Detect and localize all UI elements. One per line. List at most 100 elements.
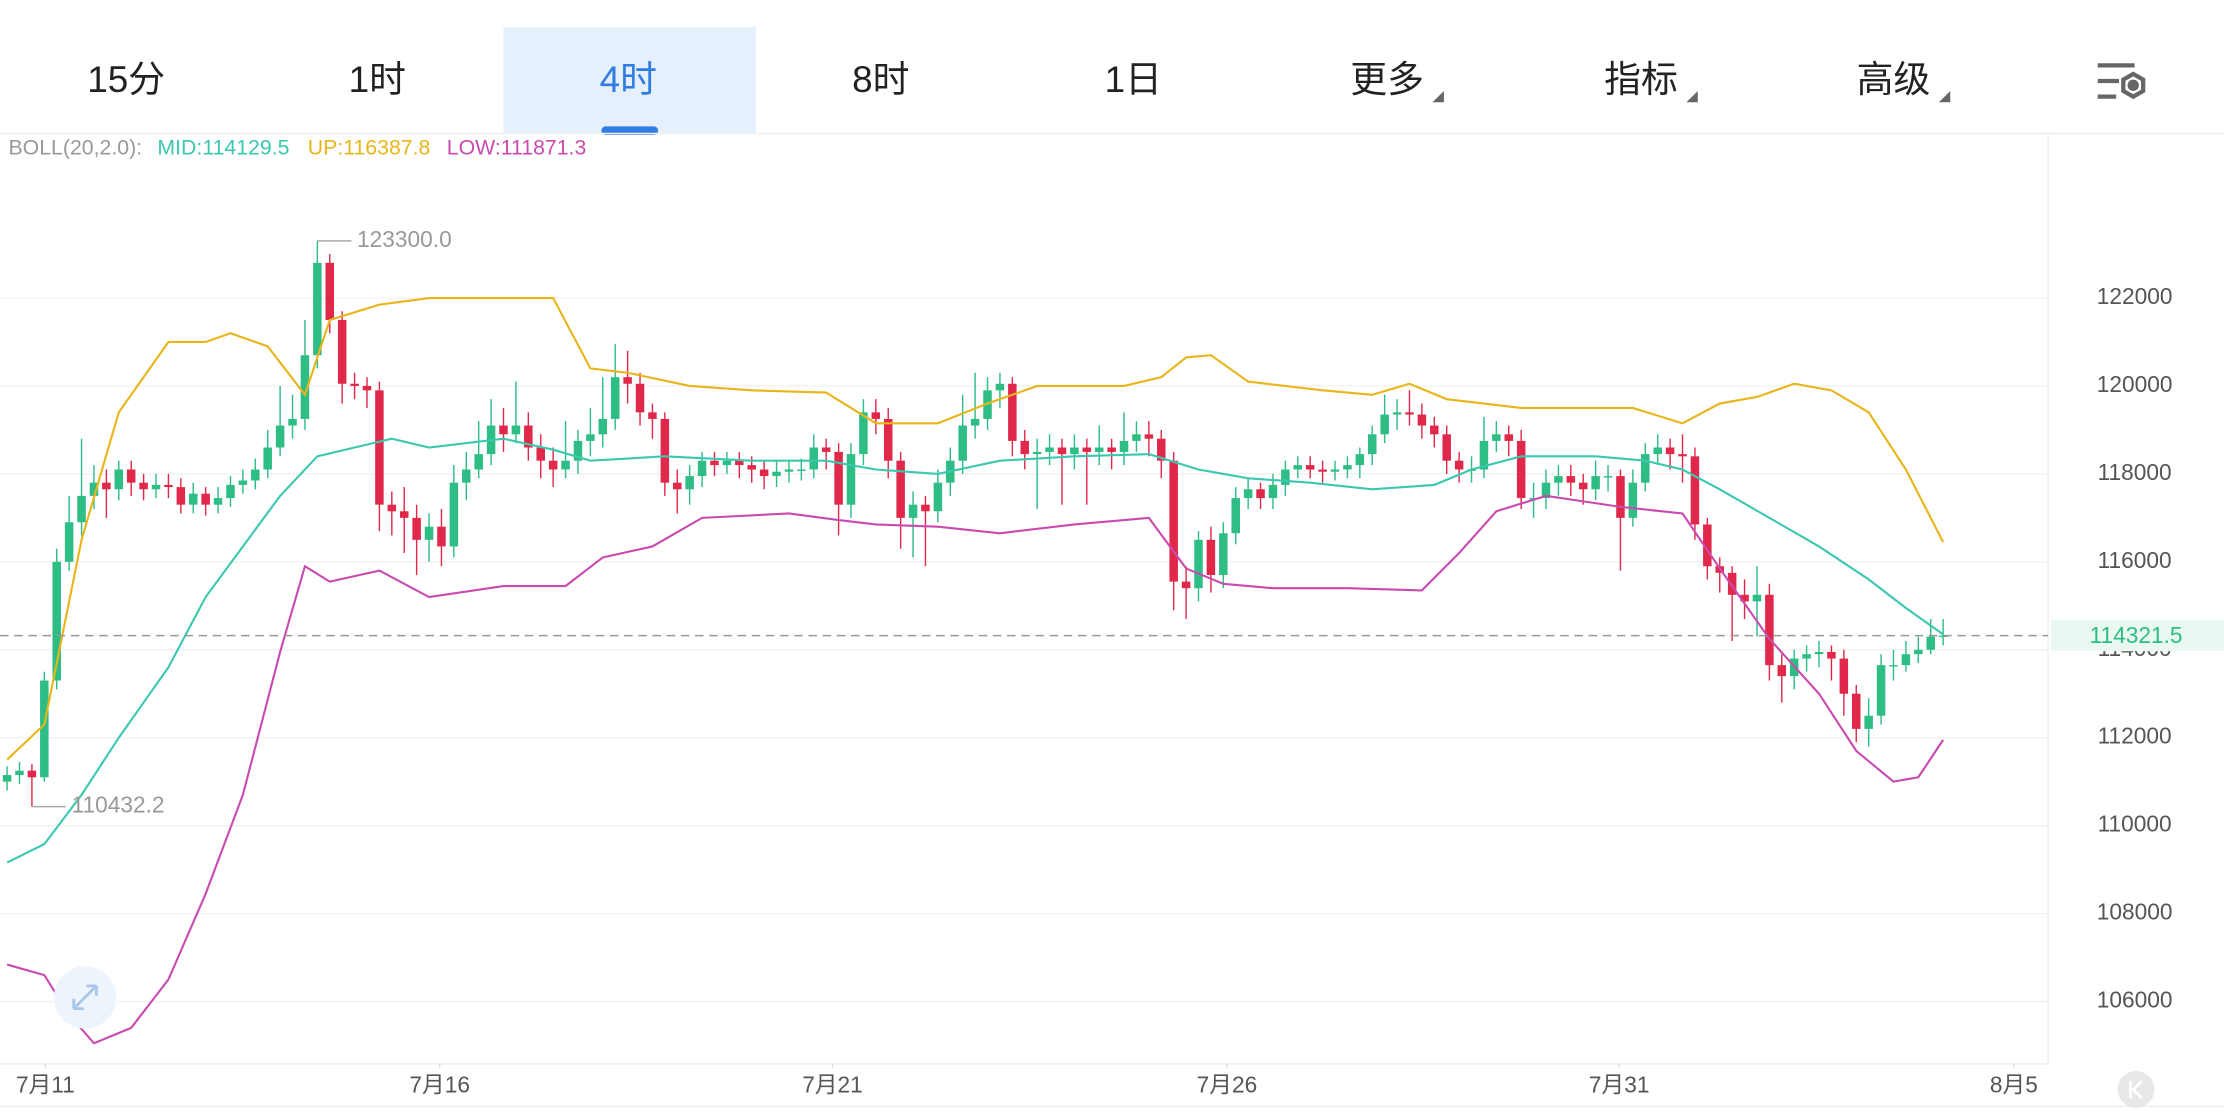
- icon-hex: [2121, 71, 2146, 100]
- tab[interactable]: 1时: [349, 59, 406, 100]
- candle-body: [1678, 454, 1687, 457]
- tab[interactable]: 高级: [1857, 59, 1931, 100]
- indicator-value: MID:114129.5: [157, 136, 289, 160]
- candle-body: [1454, 460, 1464, 470]
- candle-body: [126, 469, 136, 483]
- candle-body: [648, 412, 657, 419]
- candle-body: [1268, 484, 1278, 499]
- candle-body: [1827, 651, 1836, 659]
- dropdown-arrow: [1686, 90, 1698, 103]
- candle-body: [821, 447, 831, 452]
- candle-body: [883, 418, 893, 461]
- candle-body: [275, 425, 285, 448]
- candle-body: [970, 418, 980, 426]
- candle-body: [710, 460, 719, 466]
- tab[interactable]: 1日: [1105, 59, 1162, 100]
- candle-body: [735, 460, 744, 466]
- candle-body: [1293, 465, 1303, 470]
- candle-body: [1157, 438, 1166, 461]
- dropdown-arrow: [1938, 90, 1951, 103]
- candle-body: [1231, 498, 1240, 534]
- boll-line: [6, 494, 1945, 1045]
- candle-body: [325, 262, 335, 321]
- candle-body: [238, 480, 248, 485]
- x-tick-label: 7月26: [1197, 1072, 1258, 1098]
- candle-body: [1256, 489, 1265, 499]
- x-tick-label: 7月16: [409, 1072, 470, 1098]
- tab[interactable]: 指标: [1604, 59, 1678, 100]
- candle-body: [1777, 665, 1787, 677]
- candle-body: [623, 377, 632, 384]
- candle-body: [1107, 447, 1116, 452]
- candle-body: [288, 418, 297, 426]
- reset-button[interactable]: [2117, 1071, 2155, 1108]
- candle-body: [747, 465, 756, 470]
- candle-body: [1876, 665, 1886, 716]
- candle-body: [1541, 482, 1551, 499]
- candle-body: [685, 476, 694, 490]
- y-tick-label: 118000: [2098, 459, 2172, 485]
- candle-body: [1405, 412, 1414, 415]
- candle-body: [1479, 440, 1489, 470]
- candle-body: [1020, 440, 1030, 455]
- candle-body: [40, 680, 49, 778]
- candle-body: [1889, 665, 1898, 667]
- active-tab-bg: [503, 27, 756, 134]
- candle-body: [1417, 414, 1427, 426]
- tab[interactable]: 4时: [600, 59, 657, 100]
- candle-body: [1752, 594, 1762, 602]
- y-tick-label: 112000: [2098, 723, 2172, 749]
- candle-body: [474, 454, 483, 470]
- candle-body: [1690, 456, 1700, 525]
- candle-body: [809, 447, 819, 470]
- candle-body: [1070, 447, 1079, 455]
- candle-body: [1864, 715, 1873, 729]
- candle-body: [1802, 654, 1811, 659]
- extreme-label: 123300.0: [357, 226, 452, 252]
- candle-body: [1181, 581, 1191, 589]
- candle-body: [226, 484, 235, 499]
- candle-body: [263, 447, 272, 470]
- candle-body: [77, 495, 86, 523]
- candle-body: [834, 451, 843, 505]
- candle-body: [561, 460, 570, 470]
- candle-body: [958, 425, 967, 461]
- candle-body: [499, 425, 508, 435]
- boll-line: [6, 437, 1944, 864]
- candle-body: [1492, 434, 1501, 441]
- candle-body: [1318, 469, 1327, 472]
- settings-icon[interactable]: [2097, 63, 2146, 100]
- tab[interactable]: 15分: [87, 59, 165, 100]
- candle-body: [548, 460, 558, 470]
- candle-body: [1032, 451, 1042, 455]
- candle-body: [1194, 539, 1203, 589]
- candle-body: [859, 412, 868, 455]
- candle-body: [722, 460, 732, 466]
- tab[interactable]: 8时: [852, 59, 909, 100]
- candle-body: [1442, 434, 1451, 461]
- tab[interactable]: 更多: [1350, 59, 1424, 100]
- candle-body: [1852, 693, 1861, 729]
- y-tick-label: 108000: [2097, 899, 2173, 925]
- candle-body: [921, 504, 930, 512]
- candle-body: [337, 320, 347, 384]
- candle-body: [1703, 524, 1712, 567]
- candle-body: [27, 770, 37, 778]
- candle-body: [511, 425, 521, 435]
- candle-body: [1430, 425, 1439, 435]
- candle-body: [412, 517, 421, 540]
- candle-body: [933, 482, 943, 512]
- candle-body: [871, 412, 881, 419]
- x-tick-label: 7月31: [1589, 1072, 1650, 1098]
- candle-body: [1206, 539, 1216, 576]
- candle-body: [1119, 440, 1129, 452]
- x-tick-label: 7月11: [16, 1072, 75, 1098]
- candle-body: [1814, 651, 1824, 655]
- y-tick-label: 120000: [2097, 371, 2173, 397]
- candle-body: [424, 526, 434, 540]
- y-tick-label: 110000: [2098, 811, 2172, 837]
- candle-body: [1144, 434, 1154, 439]
- candle-body: [673, 482, 682, 490]
- candle-body: [151, 484, 161, 490]
